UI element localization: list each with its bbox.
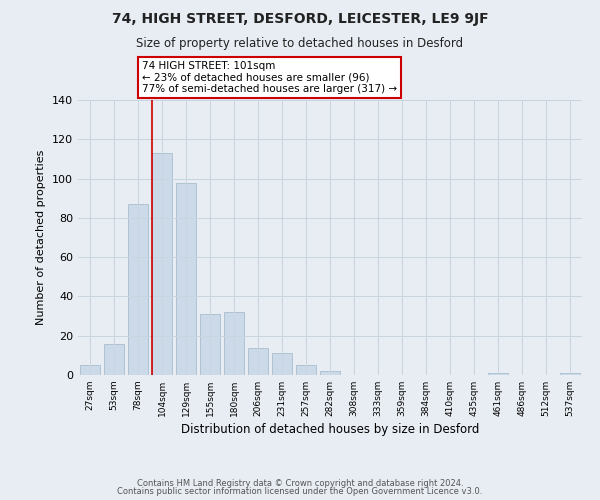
Bar <box>200 314 220 375</box>
Bar <box>128 204 148 375</box>
Text: 74 HIGH STREET: 101sqm
← 23% of detached houses are smaller (96)
77% of semi-det: 74 HIGH STREET: 101sqm ← 23% of detached… <box>142 61 397 94</box>
Bar <box>560 373 580 375</box>
Text: 74, HIGH STREET, DESFORD, LEICESTER, LE9 9JF: 74, HIGH STREET, DESFORD, LEICESTER, LE9… <box>112 12 488 26</box>
Bar <box>224 312 244 375</box>
Bar <box>320 371 340 375</box>
Bar <box>104 344 124 375</box>
Bar <box>248 348 268 375</box>
Bar <box>488 373 508 375</box>
Bar <box>152 153 172 375</box>
Bar <box>176 182 196 375</box>
Text: Contains public sector information licensed under the Open Government Licence v3: Contains public sector information licen… <box>118 487 482 496</box>
Text: Contains HM Land Registry data © Crown copyright and database right 2024.: Contains HM Land Registry data © Crown c… <box>137 478 463 488</box>
Y-axis label: Number of detached properties: Number of detached properties <box>37 150 46 325</box>
Bar <box>80 365 100 375</box>
Text: Size of property relative to detached houses in Desford: Size of property relative to detached ho… <box>136 38 464 51</box>
X-axis label: Distribution of detached houses by size in Desford: Distribution of detached houses by size … <box>181 423 479 436</box>
Bar <box>272 354 292 375</box>
Bar <box>296 365 316 375</box>
